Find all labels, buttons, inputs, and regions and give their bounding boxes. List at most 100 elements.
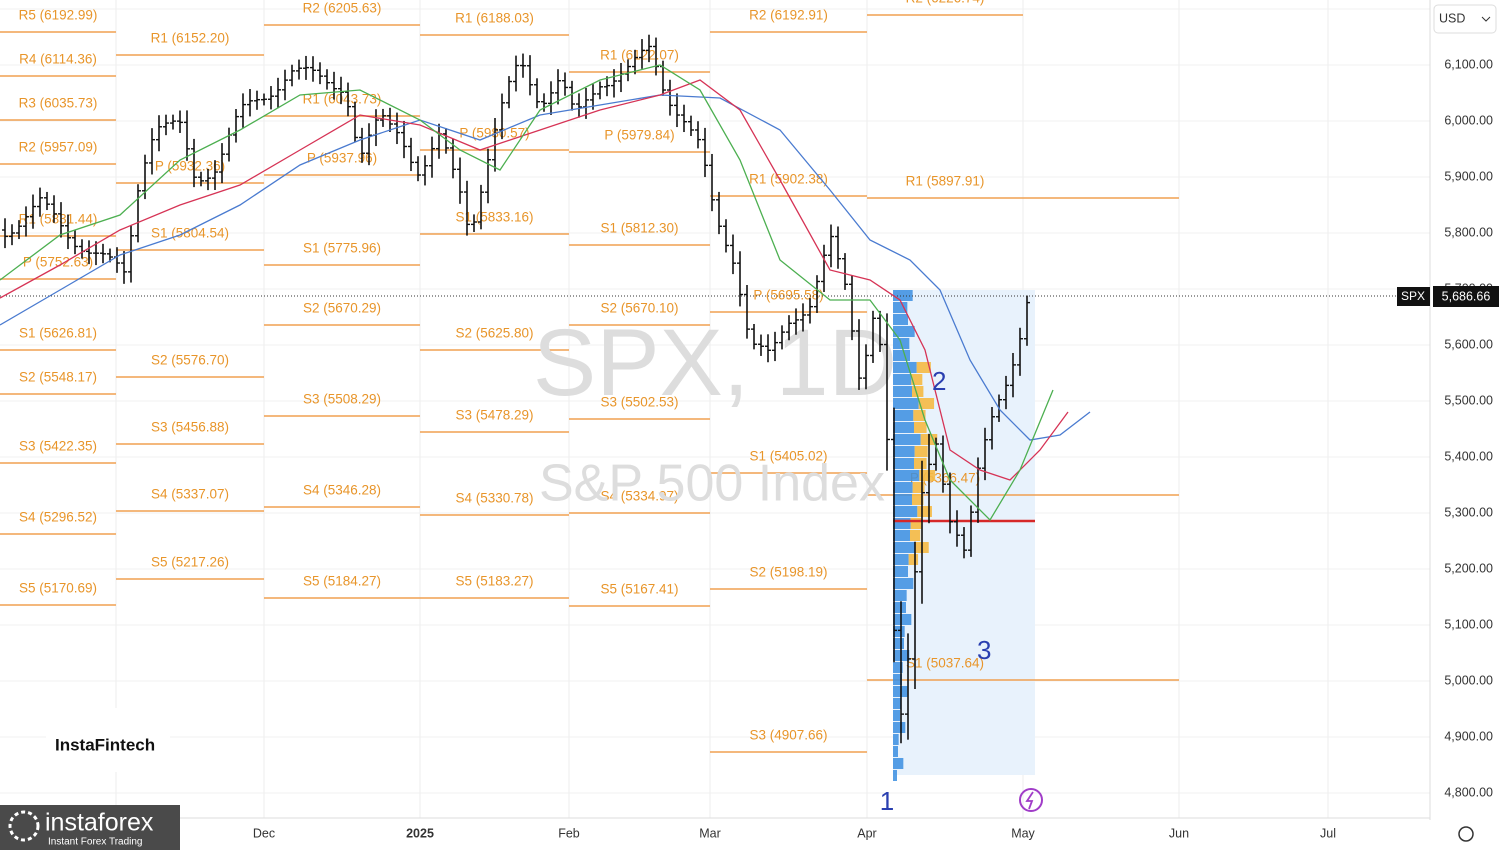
volume-row <box>893 722 906 733</box>
brand-panel-text: InstaFintech <box>55 735 155 754</box>
price-tick-label: 6,000.00 <box>1444 113 1493 127</box>
volume-row <box>893 698 901 709</box>
price-tick-label: 5,000.00 <box>1444 673 1493 687</box>
volume-row <box>893 470 920 481</box>
pivot-label: S1 (5804.54) <box>151 226 229 241</box>
volume-row <box>893 662 903 673</box>
volume-row <box>893 374 912 385</box>
watermark-name: S&P 500 Index <box>539 455 885 513</box>
logo: instaforex <box>45 809 154 837</box>
last-price-bg <box>1433 286 1499 307</box>
pivot-label: S5 (5184.27) <box>303 574 381 589</box>
alert-icon[interactable] <box>1019 788 1043 812</box>
grid <box>0 0 1430 818</box>
annotation-2: 2 <box>932 366 946 396</box>
pivot-label: S1 (5405.02) <box>749 449 827 464</box>
settings-icon[interactable] <box>1458 826 1474 842</box>
volume-row <box>911 374 923 385</box>
volume-row <box>893 638 904 649</box>
price-tick-label: 5,300.00 <box>1444 505 1493 519</box>
volume-row <box>893 674 902 685</box>
pivot-label: P (5979.84) <box>604 128 674 143</box>
pivot-label: R4 (6114.36) <box>19 52 97 67</box>
pivot-label: S3 (5456.88) <box>151 420 229 435</box>
brand-panel <box>46 708 170 772</box>
pivot-label: R1 (5897.91) <box>906 174 985 189</box>
price-tick-label: 4,900.00 <box>1444 729 1493 743</box>
pivot-label: R2 (6192.91) <box>749 8 828 23</box>
volume-row <box>912 494 924 505</box>
time-tick-label: 2025 <box>406 826 434 840</box>
price-tick-label: 5,800.00 <box>1444 225 1493 239</box>
symbol-tag: SPX <box>1401 289 1425 303</box>
volume-row <box>893 446 915 457</box>
volume-row <box>893 506 918 517</box>
pivot-label: S5 (5167.41) <box>600 582 678 597</box>
volume-row <box>914 446 928 457</box>
pivot-label: R1 (6043.73) <box>303 92 382 107</box>
pivot-label: R2 (6226.74) <box>906 0 985 6</box>
pivot-label: S4 (5337.07) <box>151 487 229 502</box>
volume-row <box>914 458 927 469</box>
volume-row <box>916 362 931 373</box>
pivot-label: R5 (6192.99) <box>19 8 98 23</box>
pivot-label: S3 (5502.53) <box>600 395 678 410</box>
pivot-label: R1 (6152.20) <box>151 31 230 46</box>
pivot-label: S2 (5198.19) <box>749 565 827 580</box>
price-axis-bg <box>1430 0 1500 850</box>
volume-row <box>893 746 898 757</box>
price-tick-label: 5,900.00 <box>1444 169 1493 183</box>
price-tick-label: 5,400.00 <box>1444 449 1493 463</box>
volume-row <box>893 758 904 769</box>
pivot-label: S4 (5334.97) <box>600 489 678 504</box>
pivot-label: R1 (5902.38) <box>749 172 828 187</box>
time-tick-label: Feb <box>558 826 580 840</box>
time-tick-label: Jul <box>1320 826 1336 840</box>
alert-bolt <box>1025 791 1034 810</box>
pivot-label: S4 (5330.78) <box>455 491 533 506</box>
volume-row <box>893 422 914 433</box>
currency: USD <box>1439 11 1465 25</box>
last-price: 5,686.66 <box>1442 289 1491 303</box>
volume-row <box>893 458 914 469</box>
price-tick-label: 5,500.00 <box>1444 393 1493 407</box>
volume-row <box>893 386 912 397</box>
volume-row <box>893 566 908 577</box>
pivot-label: S1 (5775.96) <box>303 241 381 256</box>
volume-row <box>893 710 900 721</box>
price-tick-label: 5,600.00 <box>1444 337 1493 351</box>
volume-row <box>918 398 935 409</box>
pivot-label: S5 (5170.69) <box>19 581 97 596</box>
volume-row <box>893 518 911 529</box>
pivot-label: S1 (5833.16) <box>455 210 533 225</box>
pivot-label: S4 (5346.28) <box>303 483 381 498</box>
currency-select[interactable] <box>1433 4 1497 34</box>
price-tick-label: 5,100.00 <box>1444 617 1493 631</box>
volume-row <box>910 530 921 541</box>
watermark-symbol: SPX, 1D <box>533 310 897 416</box>
price-bars <box>2 34 1030 744</box>
time-tick-label: Apr <box>857 826 876 840</box>
symbol-tag-bg <box>1397 287 1430 306</box>
volume-row <box>893 482 913 493</box>
volume-row <box>914 422 927 433</box>
pivot-label: S3 (5508.29) <box>303 392 381 407</box>
volume-row <box>917 506 932 517</box>
pivot-label: S3 (5422.35) <box>19 439 97 454</box>
pivot-label: S2 (5625.80) <box>455 326 533 341</box>
volume-row <box>893 314 908 325</box>
volume-row <box>893 494 912 505</box>
pivot-label: S1 (5626.81) <box>19 326 97 341</box>
annotation-3: 3 <box>977 635 991 665</box>
volume-row <box>893 734 899 745</box>
volume-row <box>919 470 936 481</box>
time-tick-label: May <box>1011 826 1035 840</box>
volume-row <box>912 482 925 493</box>
logo-tagline: Instant Forex Trading <box>48 837 143 848</box>
time-tick-label: Jun <box>1169 826 1189 840</box>
volume-row <box>893 434 921 445</box>
volume-row <box>910 518 922 529</box>
pivot-label: P (5695.58) <box>753 288 823 303</box>
volume-row <box>893 398 919 409</box>
